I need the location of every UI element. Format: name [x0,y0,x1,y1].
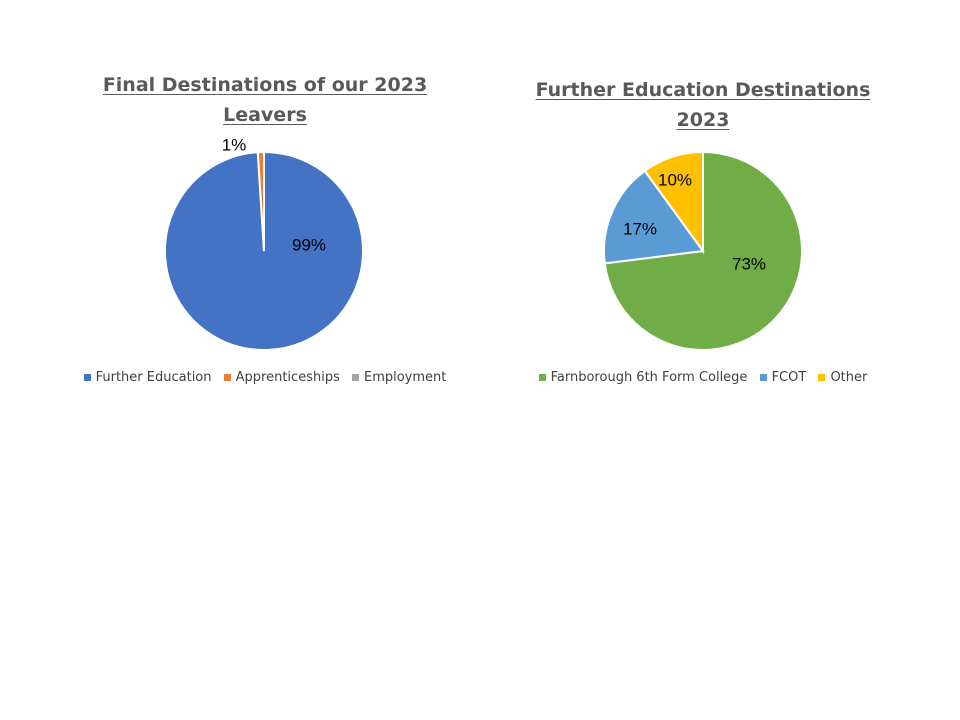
chart-further-education-destinations: 73% 17% 10% Further Education Destinations… [483,60,923,400]
legend-item-fcot: FCOT [759,370,807,385]
legend-item-employment: Employment [351,370,447,385]
data-label-other: 10% [658,170,692,189]
chart-final-destinations: 99% 1% Final Destinations of our 2023 Lea… [45,60,485,400]
legend-label: Apprenticeships [235,370,340,385]
legend-label: Farnborough 6th Form College [550,370,748,385]
pie-slice-fcot [603,169,705,265]
pie-final-destinations: 99% 1% [164,135,364,351]
data-label-farnborough-6th-form-college: 73% [732,254,766,273]
legend-final-destinations: Further Education Apprenticeships Employ… [45,370,485,385]
legend-label: Employment [363,370,447,385]
legend-swatch [83,374,91,381]
legend-swatch [818,374,826,381]
chart-title-final-destinations: Final Destinations of our 2023 Leavers [102,74,428,126]
legend-swatch [759,374,767,381]
pie-slice-apprenticeships [256,150,265,252]
chart-title-further-education-destinations: Further Education Destinations 2023 [535,79,871,131]
legend-item-apprenticeships: Apprenticeships [223,370,340,385]
data-label-further-education: 99% [292,235,326,254]
legend-further-education-destinations: Farnborough 6th Form College FCOT Other [483,370,923,385]
legend-swatch [351,374,359,381]
legend-item-farnborough: Farnborough 6th Form College [538,370,748,385]
pie-slice-other [643,150,704,255]
legend-item-other: Other [818,370,867,385]
data-label-fcot: 17% [623,219,657,238]
data-label-apprenticeships: 1% [222,135,247,154]
legend-label: Further Education [95,370,212,385]
legend-swatch [223,374,231,381]
pie-further-education-destinations: 73% 17% 10% [603,150,803,351]
legend-item-further-education: Further Education [83,370,212,385]
legend-label: FCOT [771,370,807,385]
legend-label: Other [830,370,868,385]
legend-swatch [538,374,546,381]
